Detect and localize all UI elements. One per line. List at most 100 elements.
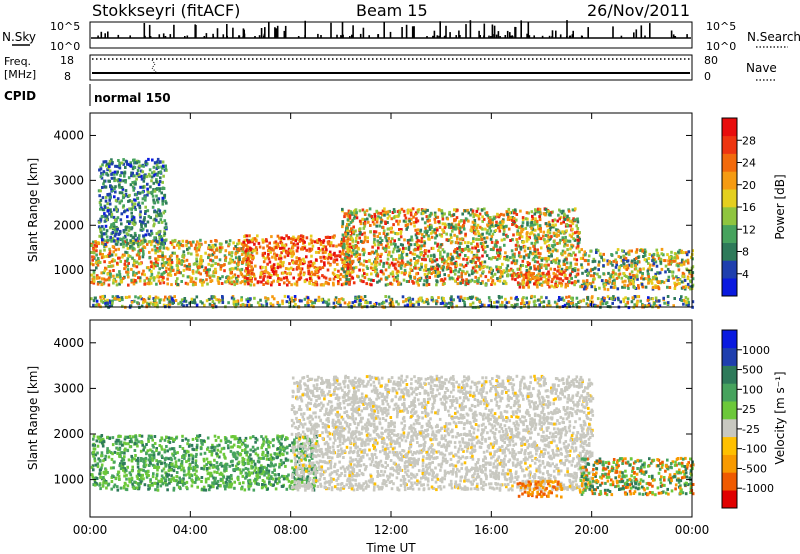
scatter-cell [614, 272, 617, 276]
scatter-cell [111, 295, 115, 299]
scatter-cell [188, 267, 191, 271]
scatter-cell [527, 211, 530, 215]
scatter-cell [568, 304, 571, 308]
scatter-cell [538, 268, 541, 272]
scatter-cell [547, 210, 551, 214]
scatter-cell [547, 255, 551, 259]
scatter-cell [320, 298, 324, 302]
scatter-cell [487, 304, 490, 308]
scatter-cell [140, 177, 144, 181]
scatter-cell [274, 240, 278, 244]
scatter-cell [361, 217, 364, 221]
scatter-cell [207, 298, 211, 301]
nsky-bar [317, 33, 319, 38]
scatter-cell [173, 295, 176, 299]
scatter-cell [487, 216, 491, 220]
scatter-cell [351, 251, 354, 255]
scatter-cell [654, 260, 658, 264]
scatter-cell [477, 238, 481, 241]
scatter-cell [467, 211, 470, 215]
scatter-cell [359, 295, 363, 299]
scatter-cell [207, 256, 210, 260]
scatter-cell [92, 281, 96, 285]
scatter-cell [260, 280, 263, 284]
scatter-cell [527, 285, 530, 289]
scatter-cell [664, 264, 668, 268]
scatter-cell [426, 302, 430, 306]
scatter-cell [682, 274, 685, 278]
scatter-cell [573, 238, 577, 242]
scatter-cell [627, 252, 631, 256]
scatter-cell [622, 254, 625, 258]
scatter-cell [258, 303, 261, 307]
scatter-cell [142, 269, 145, 273]
scatter-cell [400, 263, 403, 267]
scatter-cell [128, 199, 132, 203]
scatter-cell [426, 272, 430, 276]
scatter-cell [412, 221, 416, 224]
scatter-cell [346, 214, 349, 218]
scatter-cell [104, 266, 107, 270]
scatter-cell [333, 234, 336, 238]
scatter-cell [391, 250, 395, 254]
scatter-cell [104, 185, 108, 189]
scatter-cell [95, 299, 99, 303]
scatter-cell [221, 275, 224, 279]
scatter-cell [123, 262, 127, 266]
scatter-cell [656, 253, 659, 257]
scatter-cell [341, 260, 344, 264]
scatter-cell [593, 285, 597, 289]
scatter-cell [630, 300, 634, 304]
scatter-cell [90, 251, 93, 254]
scatter-cell [356, 258, 360, 262]
scatter-cell [396, 277, 399, 281]
scatter-cell [347, 223, 351, 227]
scatter-cell [596, 249, 600, 253]
scatter-cell [244, 249, 247, 253]
scatter-cell [192, 280, 195, 284]
scatter-cell [297, 266, 300, 270]
scatter-cell [125, 251, 129, 255]
scatter-cell [270, 235, 273, 239]
scatter-cell [424, 252, 427, 256]
scatter-cell [633, 286, 636, 290]
scatter-cell [314, 250, 318, 254]
scatter-cell [467, 219, 470, 223]
scatter-cell [368, 207, 372, 211]
scatter-cell [428, 218, 431, 222]
scatter-cell [432, 299, 435, 303]
scatter-cell [121, 187, 125, 191]
scatter-cell [433, 217, 437, 221]
scatter-cell [506, 218, 510, 221]
scatter-cell [575, 258, 579, 262]
scatter-cell [523, 304, 526, 308]
scatter-cell [199, 272, 202, 276]
scatter-cell [214, 262, 217, 265]
scatter-cell [195, 270, 198, 274]
scatter-cell [216, 278, 220, 282]
scatter-cell [201, 278, 205, 282]
scatter-cell [299, 258, 302, 262]
nsky-bar [587, 27, 589, 38]
scatter-cell [384, 220, 387, 224]
scatter-cell [155, 210, 159, 214]
scatter-cell [267, 272, 271, 276]
scatter-cell [123, 267, 126, 271]
scatter-cell [549, 304, 552, 308]
scatter-cell [381, 209, 385, 213]
scatter-cell [239, 303, 243, 307]
scatter-cell [623, 283, 626, 287]
scatter-cell [221, 298, 224, 302]
scatter-cell [576, 234, 579, 238]
scatter-cell [389, 282, 392, 286]
scatter-cell [308, 264, 312, 268]
scatter-cell [365, 282, 368, 286]
scatter-cell [195, 259, 199, 263]
scatter-cell [489, 221, 492, 225]
scatter-cell [378, 302, 381, 306]
scatter-cell [550, 284, 553, 288]
nsky-bar [490, 36, 492, 38]
scatter-cell [353, 209, 356, 213]
scatter-cell [591, 295, 594, 299]
scatter-cell [414, 220, 418, 224]
